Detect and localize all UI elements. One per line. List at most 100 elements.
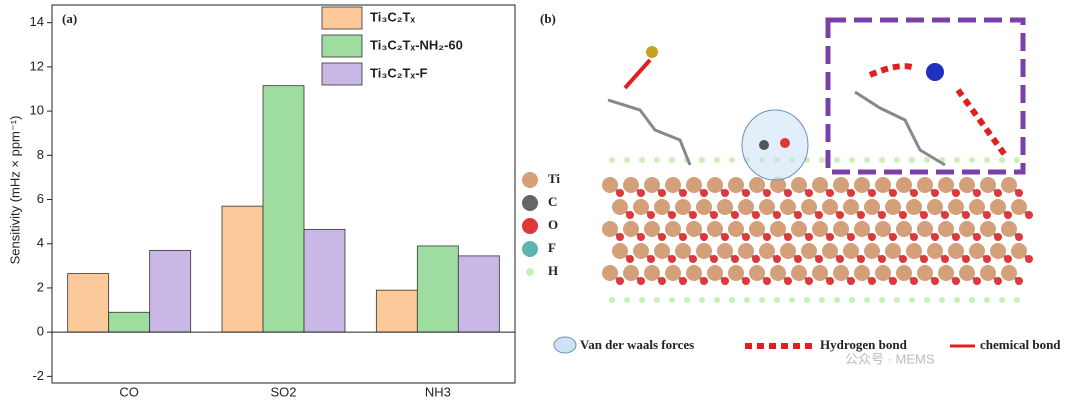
watermark: 公众号 · MEMS [845,351,935,366]
slab-atom [833,221,849,237]
slab-atom [612,199,628,215]
slab-atom [854,265,870,281]
x-tick-label: SO2 [270,384,296,399]
slab-atom [826,233,834,241]
slab-atom [889,277,897,285]
legend-text: chemical bond [980,337,1061,352]
slab-atom [1001,221,1017,237]
slab-atom [791,177,807,193]
slab-atom [689,255,697,263]
slab-atom [959,265,975,281]
h-atom [969,297,975,303]
slab-atom [917,221,933,237]
slab-atom [815,211,823,219]
slab-atom [1025,255,1033,263]
slab-atom [742,233,750,241]
legend-swatch [321,62,363,86]
slab-atom [899,211,907,219]
slab-atom [864,243,880,259]
slab-atom [1001,265,1017,281]
slab-atom [721,277,729,285]
h-atom [774,297,780,303]
bar [262,85,305,333]
slab-atom [812,265,828,281]
slab-atom [931,189,939,197]
h-atom [639,157,645,163]
slab-atom [917,265,933,281]
legend-label: Ti₃C₂Tₓ [370,9,415,24]
slab-atom [927,199,943,215]
slab-atom [749,177,765,193]
hydrogen-bond [955,88,1008,157]
slab-atom [906,199,922,215]
slab-atom [654,199,670,215]
slab-atom [791,221,807,237]
slab-atom [616,233,624,241]
slab-atom [780,199,796,215]
slab-atom [602,177,618,193]
hydrogen-bond [868,63,917,78]
amine-chain [607,90,946,167]
atom [646,46,658,58]
slab-atom [938,221,954,237]
atom [926,63,944,81]
slab-atom [815,255,823,263]
slab-atom [973,189,981,197]
legend-text: H [548,263,558,278]
h-atom [729,297,735,303]
x-tick-label: NH3 [425,384,451,399]
slab-atom [854,177,870,193]
slab-atom [931,277,939,285]
legend-text: Hydrogen bond [820,337,908,352]
h-atom [669,297,675,303]
slab-atom [721,233,729,241]
slab-atom [847,189,855,197]
slab-atom [710,255,718,263]
y-tick-label: 10 [30,103,44,118]
slab-atom [875,177,891,193]
legend-label: Ti₃C₂Tₓ-NH₂-60 [370,37,463,52]
slab-atom [927,243,943,259]
slab-atom [983,255,991,263]
slab-atom [654,243,670,259]
slab-atom [885,243,901,259]
slab-atom [822,243,838,259]
slab-atom [602,265,618,281]
h-atom [894,157,900,163]
slab-atom [742,277,750,285]
legend-text: Ti [548,171,560,186]
slab-atom [633,199,649,215]
slab-atom [626,211,634,219]
y-tick-label: 14 [30,14,44,29]
slab-atom [623,177,639,193]
slab-atom [717,199,733,215]
h-atom [969,157,975,163]
slab-atom [833,265,849,281]
legend-atom [522,172,538,188]
slab-atom [738,243,754,259]
h-atom [849,297,855,303]
slab-atom [812,221,828,237]
slab-atom [1011,199,1027,215]
slab-atom [889,189,897,197]
h-atom [699,297,705,303]
slab-atom [1025,211,1033,219]
y-tick-label: 2 [37,279,44,294]
slab-atom [784,189,792,197]
slab-atom [616,189,624,197]
slab-atom [969,243,985,259]
h-atom [624,157,630,163]
legend-text: F [548,240,556,255]
slab-atom [1004,255,1012,263]
h-atom [714,297,720,303]
h-atom [669,157,675,163]
atom [780,138,790,148]
slab-atom [1015,277,1023,285]
slab-atom [731,255,739,263]
slab-atom [910,277,918,285]
slab-atom [959,221,975,237]
slab-atom [822,199,838,215]
h-atom [654,297,660,303]
h-atom [864,157,870,163]
